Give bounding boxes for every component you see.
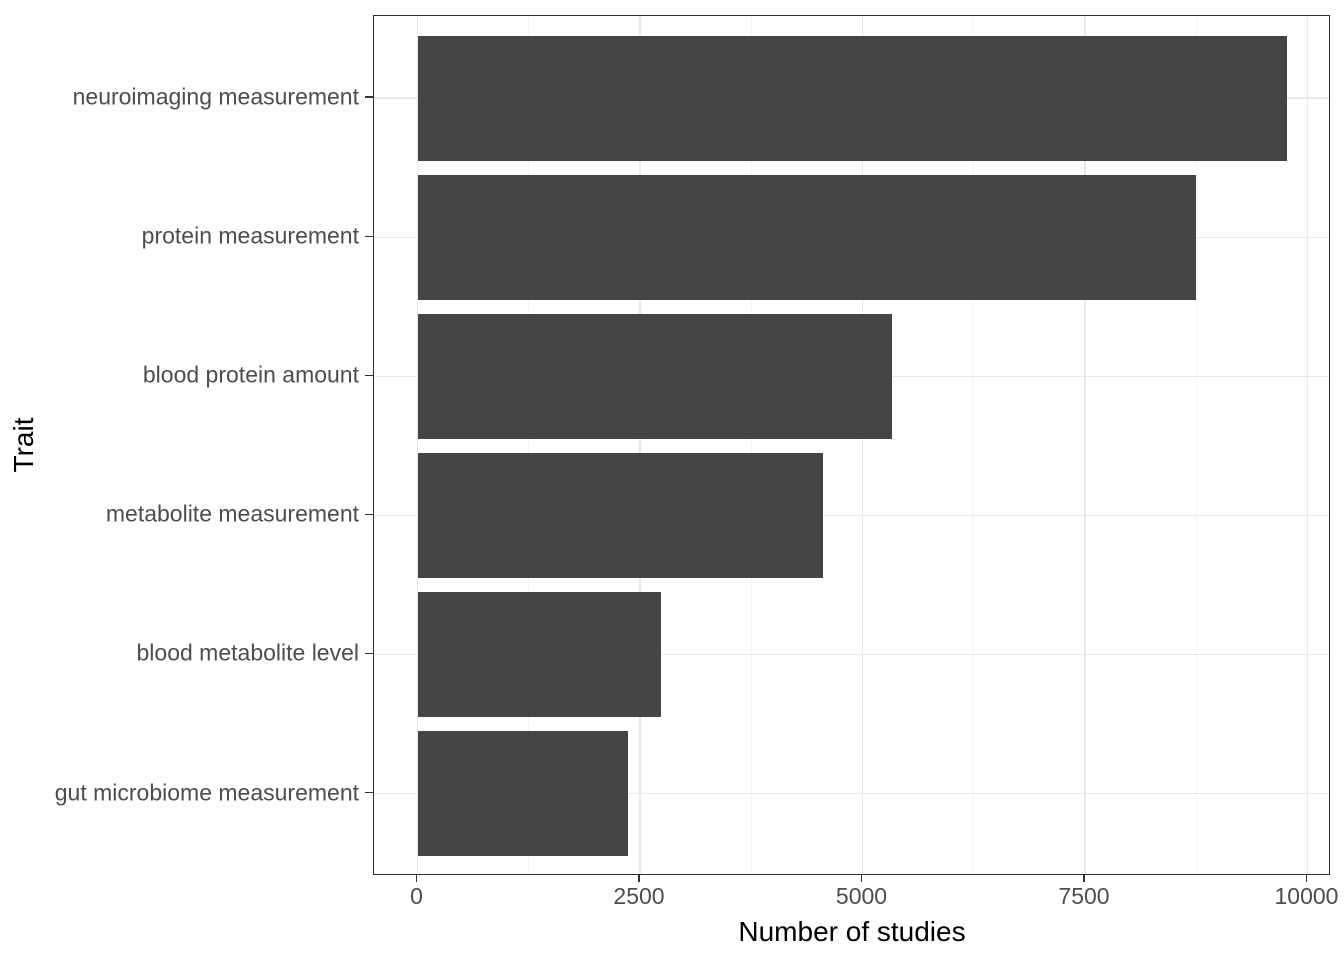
x-tick-label: 10000 <box>1274 883 1339 909</box>
gridline-major-y <box>374 792 1329 795</box>
x-axis-title: Number of studies <box>738 916 966 947</box>
y-tick-label: neuroimaging measurement <box>72 83 359 110</box>
x-tick-mark <box>1305 875 1308 882</box>
x-tick-mark <box>1083 875 1085 882</box>
x-tick-mark <box>860 875 863 882</box>
y-tick-mark <box>365 652 373 655</box>
x-tick-label: 2500 <box>613 883 665 909</box>
gridline-major-x <box>639 16 641 874</box>
y-tick-label: protein measurement <box>141 222 359 249</box>
gridline-major-x <box>861 16 864 874</box>
bar-blood-protein-amount <box>417 313 892 439</box>
gridline-minor-x <box>1195 16 1197 874</box>
x-tick-label: 0 <box>410 883 423 909</box>
y-tick-mark <box>365 235 373 237</box>
bar-blood-metabolite-level <box>417 591 662 717</box>
y-tick-label: blood metabolite level <box>136 639 359 666</box>
plot-panel <box>373 15 1330 875</box>
y-axis-title: Trait <box>8 417 39 473</box>
y-tick-mark <box>365 513 373 516</box>
bar-gut-microbiome-measurement <box>417 731 628 856</box>
gridline-major-x <box>416 16 419 874</box>
x-tick-mark <box>638 875 640 882</box>
y-tick-label: metabolite measurement <box>105 500 359 527</box>
y-tick-mark <box>365 96 373 98</box>
gridline-major-x <box>1084 16 1086 874</box>
gridline-major-y <box>374 514 1329 517</box>
bar-protein-measurement <box>417 174 1197 300</box>
gridline-minor-x <box>750 16 752 874</box>
x-tick-label: 5000 <box>835 883 888 909</box>
gridline-major-x <box>1306 16 1309 874</box>
gridline-minor-x <box>973 16 975 874</box>
y-tick-mark <box>365 374 373 377</box>
x-tick-label: 7500 <box>1058 883 1110 909</box>
y-tick-label: gut microbiome measurement <box>54 778 359 805</box>
y-tick-mark <box>365 791 373 794</box>
bar-metabolite-measurement <box>417 452 824 578</box>
bar-neuroimaging-measurement <box>417 35 1288 161</box>
gridline-minor-x <box>528 16 530 874</box>
y-tick-label: blood protein amount <box>142 361 359 388</box>
x-tick-mark <box>415 875 418 882</box>
gridline-major-y <box>374 653 1329 656</box>
